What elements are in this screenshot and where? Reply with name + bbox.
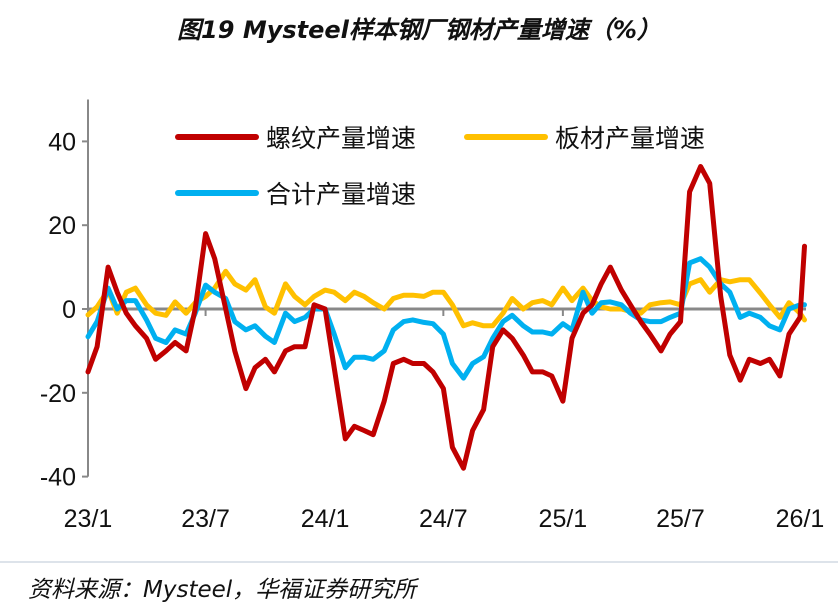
- y-tick-label: 40: [48, 128, 76, 156]
- series-line-2: [85, 256, 807, 381]
- series-lines: [85, 164, 807, 471]
- legend-label: 螺纹产量增速: [266, 124, 416, 153]
- legend-label: 板材产量增速: [555, 124, 705, 153]
- x-tick-label: 26/1: [776, 505, 825, 533]
- x-tick-label: 24/1: [301, 505, 350, 533]
- divider: [0, 561, 838, 563]
- x-tick-label: 25/7: [656, 505, 705, 533]
- y-tick-label: -40: [40, 464, 76, 492]
- source-note: 资料来源：Mysteel，华福证券研究所: [28, 577, 417, 603]
- axes: 40 20 0 -20 -40 23/1 23/7 24/1 24/7 25/1 25/7 26/1: [40, 99, 825, 533]
- chart-title: 图19 Mysteel样本钢厂钢材产量增速（%）: [177, 16, 661, 44]
- x-tick-label: 23/1: [64, 505, 113, 533]
- series-line-0: [85, 164, 807, 471]
- series-line-1: [85, 268, 807, 329]
- y-tick-label: 20: [48, 212, 76, 240]
- y-tick-label: 0: [62, 296, 76, 324]
- x-tick-label: 25/1: [539, 505, 588, 533]
- x-tick-label: 24/7: [419, 505, 468, 533]
- legend-label: 合计产量增速: [266, 180, 416, 209]
- x-tick-label: 23/7: [181, 505, 230, 533]
- y-tick-label: -20: [40, 380, 76, 408]
